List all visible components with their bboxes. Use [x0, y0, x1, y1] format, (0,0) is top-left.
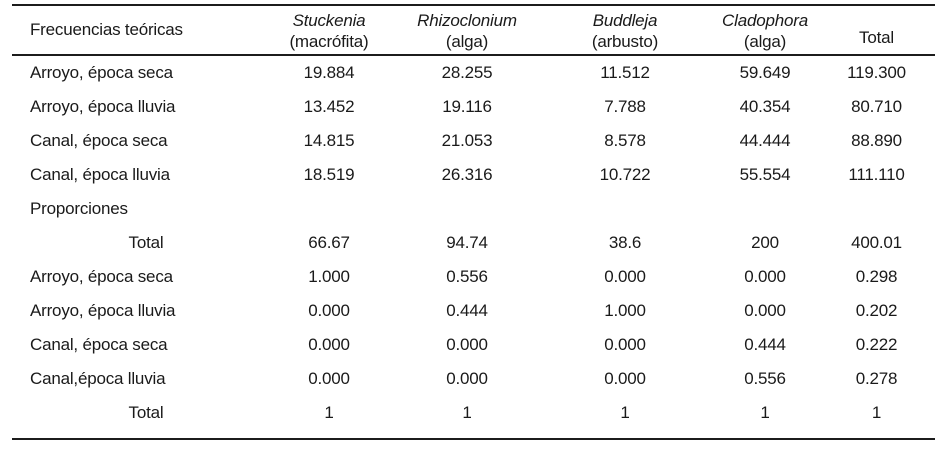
cell-value: 0.444: [446, 301, 488, 320]
cell-value: 1.000: [604, 301, 646, 320]
cell-value: 1: [760, 403, 770, 422]
cell-value: 0.000: [744, 267, 786, 286]
cell-value: 28.255: [441, 63, 493, 82]
cell-value: 0.000: [604, 335, 646, 354]
table-row: Total 66.67 94.74 38.6 200 400.01: [12, 226, 935, 260]
row-label: Canal,época lluvia: [30, 369, 166, 388]
cell-value: 200: [751, 233, 779, 252]
table-row: Canal, época seca 0.000 0.000 0.000 0.444 0.2…: [12, 328, 935, 362]
genus-name: Cladophora: [722, 11, 808, 30]
cell-value: 66.67: [308, 233, 350, 252]
cell-value: 44.444: [739, 131, 791, 150]
cell-value: 1: [620, 403, 630, 422]
cell-value: 11.512: [600, 63, 650, 82]
row-label: Canal, época seca: [30, 335, 168, 354]
cell-value: 55.554: [739, 165, 791, 184]
cell-value: [538, 192, 712, 226]
cell-value: 1: [871, 403, 882, 422]
table-row: Arroyo, época seca 19.884 28.255 11.512 59.6…: [12, 55, 935, 90]
cell-value: 119.300: [847, 63, 906, 82]
column-header-total: Total: [859, 28, 894, 47]
genus-name: Buddleja: [592, 11, 658, 30]
column-header-stuckenia: Stuckenia (macrófita): [262, 5, 396, 55]
genus-name: Stuckenia: [292, 11, 366, 30]
row-label: Arroyo, época seca: [30, 267, 173, 286]
species-qualifier: (alga): [743, 32, 787, 51]
species-qualifier: (arbusto): [591, 32, 659, 51]
cell-value: 7.788: [604, 97, 646, 116]
column-header-cladophora: Cladophora (alga): [712, 5, 818, 55]
row-label: Arroyo, época lluvia: [30, 97, 176, 116]
cell-value: 8.578: [604, 131, 646, 150]
row-label: Proporciones: [30, 199, 128, 218]
cell-value: 88.890: [851, 131, 902, 150]
cell-value: 0.556: [446, 267, 488, 286]
table-row: Total 1 1 1 1 1: [12, 396, 935, 439]
cell-value: 40.354: [739, 97, 791, 116]
column-header-frecuencias-teoricas: Frecuencias teóricas: [30, 20, 183, 39]
cell-value: 0.278: [855, 369, 898, 388]
row-label: Canal, época seca: [30, 131, 168, 150]
cell-value: 10.722: [599, 165, 651, 184]
column-header-buddleja: Buddleja (arbusto): [538, 5, 712, 55]
cell-value: 0.202: [855, 301, 898, 320]
table-row: Proporciones: [12, 192, 935, 226]
cell-value: 0.000: [604, 369, 646, 388]
cell-value: 21.053: [441, 131, 493, 150]
row-label: Total: [128, 403, 164, 422]
table-row: Canal, época seca 14.815 21.053 8.578 44.444…: [12, 124, 935, 158]
row-label: Canal, época lluvia: [30, 165, 170, 184]
header-row: Frecuencias teóricas Stuckenia (macrófit…: [12, 5, 935, 55]
cell-value: 0.222: [855, 335, 898, 354]
cell-value: 0.298: [855, 267, 898, 286]
genus-name: Rhizoclonium: [417, 11, 517, 30]
table-row: Arroyo, época lluvia 13.452 19.116 7.788 40.…: [12, 90, 935, 124]
table-row: Canal,época lluvia 0.000 0.000 0.000 0.556 0.…: [12, 362, 935, 396]
table-row: Arroyo, época seca 1.000 0.556 0.000 0.000 0.…: [12, 260, 935, 294]
species-qualifier: (macrófita): [289, 32, 369, 51]
table-row: Arroyo, época lluvia 0.000 0.444 1.000 0.000…: [12, 294, 935, 328]
cell-value: 0.444: [744, 335, 786, 354]
cell-value: 1: [462, 403, 472, 422]
table-header: Frecuencias teóricas Stuckenia (macrófit…: [12, 5, 935, 55]
table-row: Canal, época lluvia 18.519 26.316 10.722 55.…: [12, 158, 935, 192]
cell-value: [396, 192, 538, 226]
cell-value: 0.000: [446, 335, 488, 354]
cell-value: [818, 192, 935, 226]
cell-value: 19.116: [442, 97, 492, 116]
cell-value: 0.000: [604, 267, 646, 286]
cell-value: 38.6: [608, 233, 642, 252]
cell-value: 0.000: [308, 335, 350, 354]
row-label: Arroyo, época lluvia: [30, 301, 176, 320]
cell-value: 111.110: [848, 165, 905, 184]
cell-value: 14.815: [303, 131, 355, 150]
frequencies-table: Frecuencias teóricas Stuckenia (macrófit…: [12, 4, 935, 440]
cell-value: 0.000: [308, 369, 350, 388]
cell-value: 94.74: [446, 233, 488, 252]
cell-value: [712, 192, 818, 226]
cell-value: 59.649: [739, 63, 791, 82]
cell-value: 0.000: [446, 369, 488, 388]
row-label: Total: [128, 233, 164, 252]
cell-value: 80.710: [851, 97, 902, 116]
cell-value: 0.556: [744, 369, 786, 388]
table-body: Arroyo, época seca 19.884 28.255 11.512 59.6…: [12, 55, 935, 439]
cell-value: 26.316: [441, 165, 493, 184]
cell-value: 0.000: [308, 301, 350, 320]
cell-value: 0.000: [744, 301, 786, 320]
cell-value: 1.000: [308, 267, 350, 286]
column-header-rhizoclonium: Rhizoclonium (alga): [396, 5, 538, 55]
cell-value: 13.452: [303, 97, 355, 116]
row-label: Arroyo, época seca: [30, 63, 173, 82]
cell-value: 19.884: [303, 63, 355, 82]
cell-value: [262, 192, 396, 226]
cell-value: 18.519: [303, 165, 355, 184]
cell-value: 400.01: [851, 233, 902, 252]
species-qualifier: (alga): [445, 32, 489, 51]
cell-value: 1: [324, 403, 334, 422]
